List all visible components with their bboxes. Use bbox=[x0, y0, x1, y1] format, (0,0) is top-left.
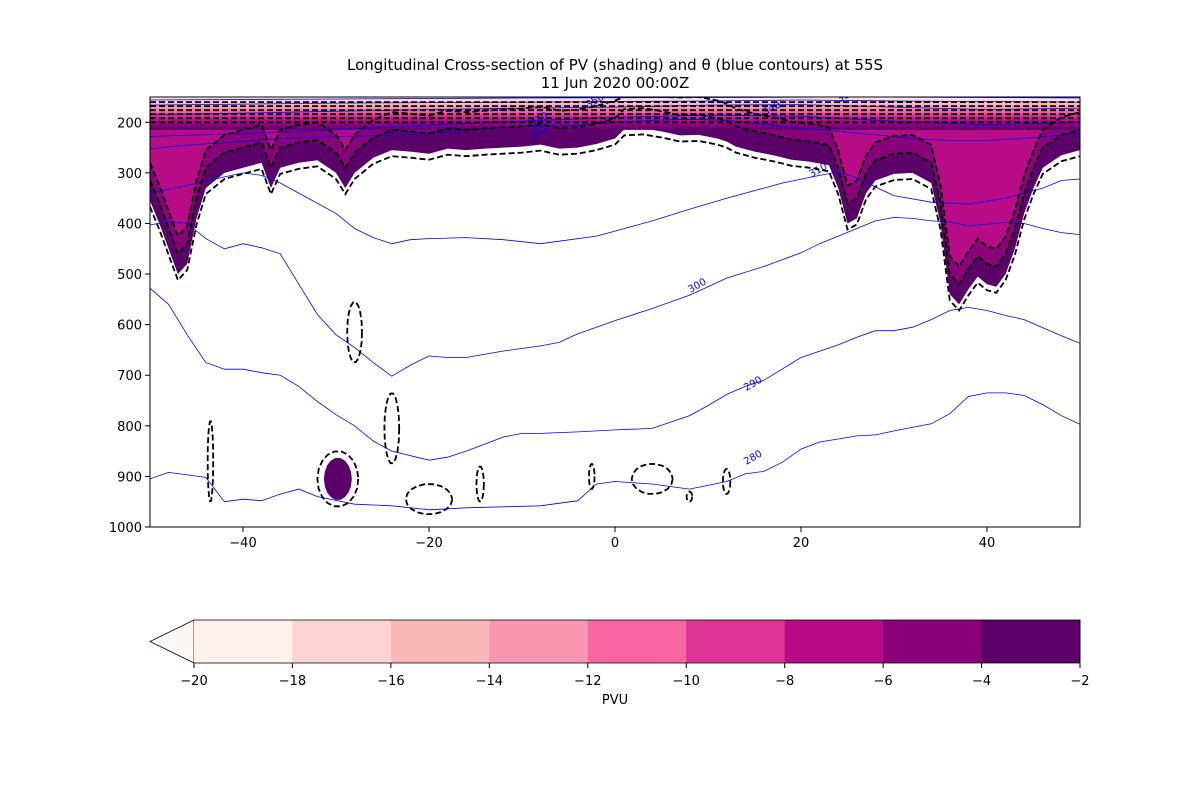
colorbar-tick-label: −16 bbox=[377, 674, 404, 689]
colorbar-segment bbox=[883, 620, 983, 663]
colorbar-tick-label: −2 bbox=[1070, 674, 1089, 689]
theta-contour-310 bbox=[150, 171, 1080, 245]
pv-dashed-contour bbox=[346, 301, 363, 363]
theta-contour-340 bbox=[150, 104, 1080, 116]
x-tick-label: −40 bbox=[229, 536, 256, 551]
colorbar-tick-label: −4 bbox=[972, 674, 991, 689]
y-axis: 200 300 400 500 600 700 800 900 1000 bbox=[109, 116, 150, 536]
y-tick-label: 1000 bbox=[109, 521, 142, 536]
pv-band-magenta bbox=[150, 97, 1080, 267]
colorbar-tick-label: −6 bbox=[874, 674, 893, 689]
pv-dashed-contour bbox=[383, 392, 401, 465]
pv-dashed-contour bbox=[685, 490, 694, 503]
y-tick-label: 700 bbox=[117, 369, 142, 384]
y-tick-label: 500 bbox=[117, 268, 142, 283]
colorbar-segment bbox=[194, 620, 293, 663]
pv-dashed-contour bbox=[206, 420, 215, 502]
pv-blob bbox=[323, 458, 352, 500]
pv-dashed-contour bbox=[588, 463, 596, 490]
pv-dashed-contours bbox=[150, 97, 1080, 515]
theta-contour-label-360: 360 bbox=[835, 86, 857, 105]
theta-contour-350 bbox=[150, 99, 1080, 106]
x-tick-label: −20 bbox=[415, 536, 442, 551]
colorbar-segment bbox=[981, 620, 1081, 663]
colorbar-tick-label: −14 bbox=[476, 674, 503, 689]
pv-dashed-contour bbox=[404, 483, 454, 515]
theta-contour-290 bbox=[150, 287, 1080, 461]
chart-title-line2: 11 Jun 2020 00:00Z bbox=[541, 74, 690, 92]
y-tick-label: 600 bbox=[117, 319, 142, 334]
colorbar-label: PVU bbox=[602, 693, 628, 708]
colorbar-segment bbox=[489, 620, 589, 663]
chart-title-line1: Longitudinal Cross-section of PV (shadin… bbox=[347, 56, 883, 74]
pv-dashed-contour bbox=[150, 133, 1080, 312]
colorbar-segment bbox=[390, 620, 490, 663]
colorbar: −20 −18 −16 −14 −12 −10 −8 −6 −4 −2 bbox=[149, 619, 1090, 689]
colorbar-tick-label: −20 bbox=[180, 674, 207, 689]
x-tick-label: 20 bbox=[793, 536, 810, 551]
y-tick-label: 800 bbox=[117, 420, 142, 435]
pv-dashed-contour bbox=[630, 463, 674, 495]
pv-dashed-contour bbox=[721, 468, 732, 495]
y-tick-label: 900 bbox=[117, 470, 142, 485]
y-tick-label: 400 bbox=[117, 217, 142, 232]
theta-contour-280 bbox=[150, 392, 1080, 511]
pv-dashed-contour bbox=[475, 465, 485, 503]
colorbar-segment bbox=[784, 620, 884, 663]
y-tick-label: 300 bbox=[117, 167, 142, 182]
colorbar-extend-min bbox=[149, 619, 195, 664]
pv-dashed-contour bbox=[316, 450, 360, 508]
colorbar-segment bbox=[686, 620, 786, 663]
y-tick-label: 200 bbox=[117, 116, 142, 131]
x-tick-label: 0 bbox=[611, 536, 619, 551]
x-tick-label: 40 bbox=[979, 536, 996, 551]
colorbar-frame bbox=[194, 619, 1081, 664]
theta-contour-300 bbox=[150, 216, 1080, 377]
colorbar-tick-label: −18 bbox=[279, 674, 306, 689]
colorbar-tick-label: −8 bbox=[775, 674, 794, 689]
colorbar-segment bbox=[292, 620, 392, 663]
colorbar-segment bbox=[587, 620, 687, 663]
colorbar-tick-label: −10 bbox=[673, 674, 700, 689]
colorbar-tick-label: −12 bbox=[574, 674, 601, 689]
pv-dashed-contour bbox=[150, 107, 1080, 286]
x-axis: −40 −20 0 20 40 bbox=[229, 527, 995, 551]
pv-dashed-contour bbox=[150, 97, 1080, 268]
